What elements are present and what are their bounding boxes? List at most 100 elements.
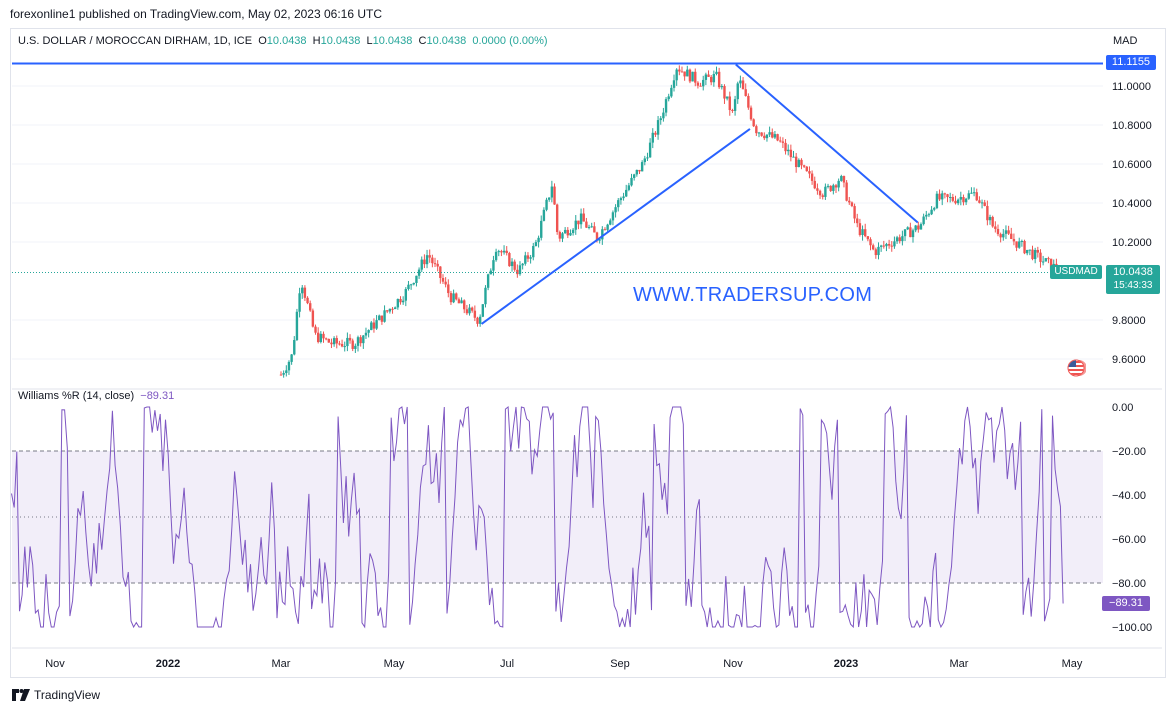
candle-body xyxy=(646,157,649,159)
candle-body xyxy=(625,189,628,197)
candle-body xyxy=(879,245,883,247)
candle-body xyxy=(709,76,713,83)
candle-body xyxy=(569,233,572,236)
candle-body xyxy=(731,110,734,112)
candle-body xyxy=(787,149,790,152)
candle-body xyxy=(563,229,567,234)
candle-body xyxy=(866,236,870,240)
candle-body xyxy=(335,338,338,344)
candle-body xyxy=(959,197,963,200)
price-tick-label: 9.6000 xyxy=(1112,354,1146,366)
candle-body xyxy=(978,200,981,203)
candle-body xyxy=(524,255,527,264)
williams-r-line xyxy=(11,405,1064,629)
candle-body xyxy=(943,193,947,195)
candle-body xyxy=(951,196,955,201)
indicator-tick-label: −20.00 xyxy=(1112,446,1146,458)
change-value: 0.0000 (0.00%) xyxy=(472,35,548,47)
candle-body xyxy=(470,307,474,311)
candle-body xyxy=(380,315,384,322)
candle-body xyxy=(609,220,612,225)
candle-body xyxy=(598,239,601,241)
candle-body xyxy=(324,338,328,340)
chart-frame xyxy=(10,28,1166,678)
candle-body xyxy=(818,190,822,196)
candle-body xyxy=(433,263,437,265)
downtrend-line xyxy=(735,63,919,224)
candle-body xyxy=(659,118,662,121)
candle-body xyxy=(540,220,543,238)
candle-body xyxy=(901,236,904,242)
candle-body xyxy=(967,193,970,199)
candle-body xyxy=(733,99,737,111)
candle-body xyxy=(388,308,392,312)
candle-body xyxy=(845,182,848,201)
time-tick-label: Mar xyxy=(272,658,291,670)
candle-body xyxy=(550,186,554,198)
candle-body xyxy=(707,74,710,77)
us-flag-icon[interactable] xyxy=(1066,358,1086,378)
indicator-name: Williams %R (14, close) xyxy=(18,390,135,402)
time-tick-label: Sep xyxy=(610,658,630,670)
candle-body xyxy=(444,281,447,285)
candle-body xyxy=(439,266,442,278)
candle-body xyxy=(991,216,994,227)
low-label: L xyxy=(366,35,373,47)
price-tick-label: 10.2000 xyxy=(1112,237,1152,249)
ticker-badge: USDMAD xyxy=(1050,265,1102,279)
candle-body xyxy=(858,223,862,235)
candle-body xyxy=(720,86,724,88)
tradingview-brand[interactable]: TradingView xyxy=(12,688,100,702)
candle-body xyxy=(853,206,856,219)
candle-body xyxy=(739,80,742,84)
candle-body xyxy=(717,71,721,88)
time-tick-label: Nov xyxy=(723,658,743,670)
candle-body xyxy=(789,149,793,158)
high-label: H xyxy=(312,35,321,47)
candle-body xyxy=(378,315,381,321)
candle-body xyxy=(301,287,304,294)
candle-body xyxy=(489,270,492,275)
candle-body xyxy=(964,198,968,203)
candle-body xyxy=(290,354,293,362)
candle-body xyxy=(694,71,697,83)
time-tick-label: Mar xyxy=(950,658,969,670)
candle-body xyxy=(850,202,854,207)
resistance-price-label: 11.1155 xyxy=(1106,55,1156,70)
candle-body xyxy=(327,338,330,343)
candle-body xyxy=(356,337,360,346)
candle-body xyxy=(497,251,500,253)
last-price-value: 10.0438 xyxy=(1113,266,1153,278)
candle-body xyxy=(728,96,731,111)
candle-body xyxy=(340,343,344,347)
time-tick-label: 2023 xyxy=(834,658,858,670)
candle-body xyxy=(579,213,583,225)
candle-body xyxy=(516,269,519,275)
candle-body xyxy=(808,171,811,174)
candle-body xyxy=(423,259,426,265)
candle-body xyxy=(1039,252,1042,262)
candle-body xyxy=(359,337,362,344)
candle-body xyxy=(332,338,336,345)
candle-body xyxy=(715,71,718,74)
candle-body xyxy=(1020,240,1024,242)
candle-body xyxy=(794,156,798,168)
candle-body xyxy=(834,185,838,188)
candle-body xyxy=(492,260,495,271)
candle-body xyxy=(948,196,952,198)
price-tick-label: 11.0000 xyxy=(1112,81,1151,93)
indicator-value-badge: −89.31 xyxy=(1102,596,1150,611)
candle-body xyxy=(917,225,920,230)
candle-body xyxy=(502,250,506,253)
candle-body xyxy=(922,216,925,225)
candle-body xyxy=(587,226,591,228)
candle-body xyxy=(566,229,569,236)
candle-body xyxy=(906,227,909,230)
candle-body xyxy=(972,192,976,194)
close-value: 10.0438 xyxy=(426,35,467,47)
candle-body xyxy=(447,284,450,294)
candle-body xyxy=(1049,258,1053,271)
indicator-tick-label: −80.00 xyxy=(1112,578,1146,590)
candle-body xyxy=(903,229,907,237)
